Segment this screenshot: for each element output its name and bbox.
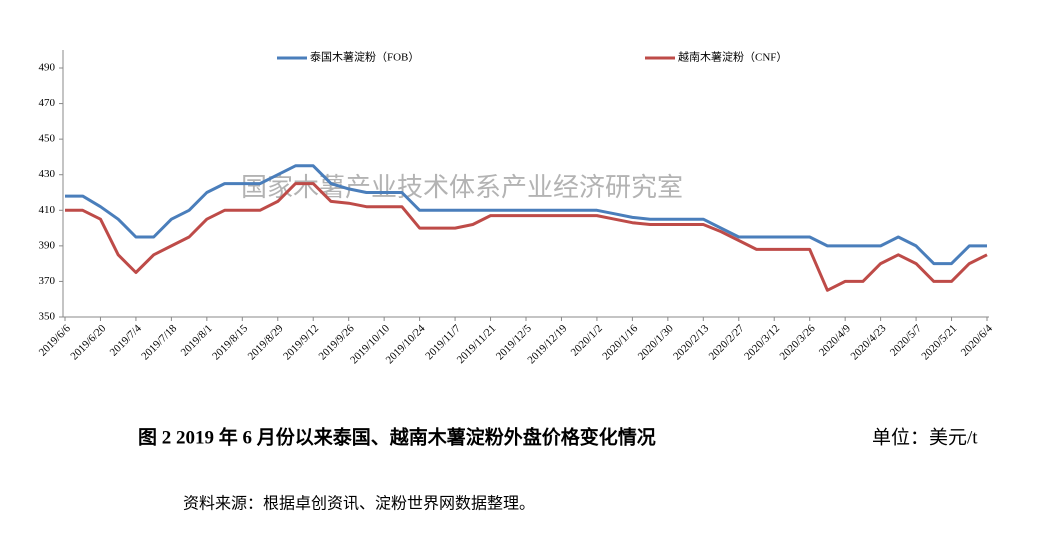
x-tick-label: 2020/1/30 <box>636 322 676 362</box>
unit-label: 单位：美元/t <box>872 426 978 448</box>
x-tick-label: 2020/5/21 <box>919 322 959 362</box>
x-tick-label: 2019/12/19 <box>525 322 569 366</box>
x-tick-label: 2019/8/1 <box>179 322 215 358</box>
x-tick-label: 2019/10/24 <box>384 322 428 366</box>
x-tick-label: 2019/11/21 <box>455 322 499 366</box>
x-tick-label: 2020/1/16 <box>600 322 640 362</box>
x-tick-label: 2019/8/15 <box>210 322 250 362</box>
y-tick-label: 390 <box>39 239 56 251</box>
x-tick-label: 2020/1/2 <box>569 322 605 358</box>
y-tick-label: 450 <box>39 133 56 145</box>
x-tick-label: 2020/2/27 <box>707 322 747 362</box>
chart-title: 图 2 2019 年 6 月份以来泰国、越南木薯淀粉外盘价格变化情况 <box>138 425 656 448</box>
x-tick-label: 2019/7/4 <box>108 322 144 358</box>
series-line <box>65 164 987 266</box>
legend-label: 泰国木薯淀粉（FOB） <box>310 50 419 64</box>
x-tick-label: 2019/9/12 <box>281 322 321 362</box>
x-tick-label: 2020/5/7 <box>888 322 924 358</box>
y-tick-label: 370 <box>39 275 56 287</box>
x-tick-label: 2020/2/13 <box>671 322 711 362</box>
x-tick-label: 2020/3/12 <box>742 322 782 362</box>
x-tick-label: 2020/6/4 <box>959 322 995 358</box>
y-tick-label: 350 <box>39 311 56 323</box>
y-tick-label: 490 <box>39 62 56 74</box>
watermark: 国家木薯产业技术体系产业经济研究室 <box>241 173 683 202</box>
x-tick-label: 2019/6/6 <box>37 322 73 358</box>
y-tick-label: 410 <box>39 204 56 216</box>
x-tick-label: 2020/4/9 <box>817 322 853 358</box>
y-tick-label: 470 <box>39 97 56 109</box>
x-tick-label: 2019/6/20 <box>68 322 108 362</box>
x-tick-label: 2020/4/23 <box>848 322 888 362</box>
legend-label: 越南木薯淀粉（CNF） <box>678 50 787 64</box>
y-tick-label: 430 <box>39 168 56 180</box>
series-line <box>65 182 988 292</box>
x-tick-label: 2019/7/18 <box>139 322 179 362</box>
source-note: 资料来源：根据卓创资讯、淀粉世界网数据整理。 <box>183 495 535 513</box>
x-tick-label: 2020/3/26 <box>778 322 818 362</box>
x-tick-label: 2019/8/29 <box>246 322 286 362</box>
